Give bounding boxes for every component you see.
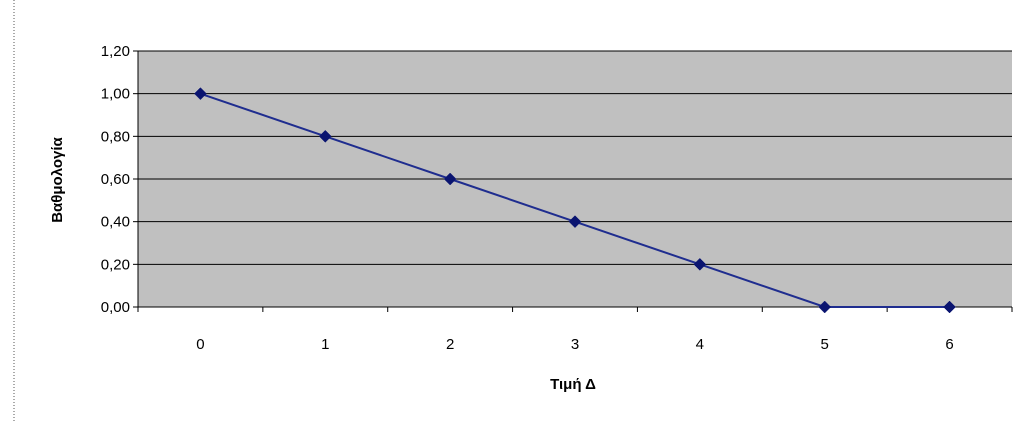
data-point-1 [318, 129, 332, 143]
y-tick-label-5: 1,00 [101, 86, 130, 103]
data-point-3 [568, 215, 582, 229]
data-point-5 [818, 300, 832, 314]
x-tick-label-4: 4 [696, 336, 704, 353]
y-tick-label-4: 0,80 [101, 128, 130, 145]
x-tick-label-1: 1 [321, 336, 329, 353]
y-tick-label-1: 0,20 [101, 256, 130, 273]
y-tick-label-2: 0,40 [101, 214, 130, 231]
x-tick-label-5: 5 [821, 336, 829, 353]
x-axis-title: Τιμή Δ [550, 376, 596, 393]
x-tick-label-2: 2 [446, 336, 454, 353]
data-point-6 [943, 300, 956, 314]
y-tick-label-3: 0,60 [101, 171, 130, 188]
y-tick-labels: 0,00 0,20 0,40 0,60 0,80 1,00 1,20 [101, 43, 130, 316]
y-tick-label-0: 0,00 [101, 299, 130, 316]
x-tick-label-3: 3 [571, 336, 579, 353]
data-point-4 [693, 257, 707, 271]
y-axis-title: Βαθμολογία [49, 136, 66, 222]
y-tick-label-6: 1,20 [101, 43, 130, 60]
data-point-0 [194, 87, 207, 101]
data-markers [194, 87, 956, 314]
data-point-2 [443, 172, 457, 186]
x-tick-label-0: 0 [196, 336, 204, 353]
x-tick-labels: 0 1 2 3 4 5 6 [196, 336, 953, 353]
x-tick-label-6: 6 [945, 336, 953, 353]
